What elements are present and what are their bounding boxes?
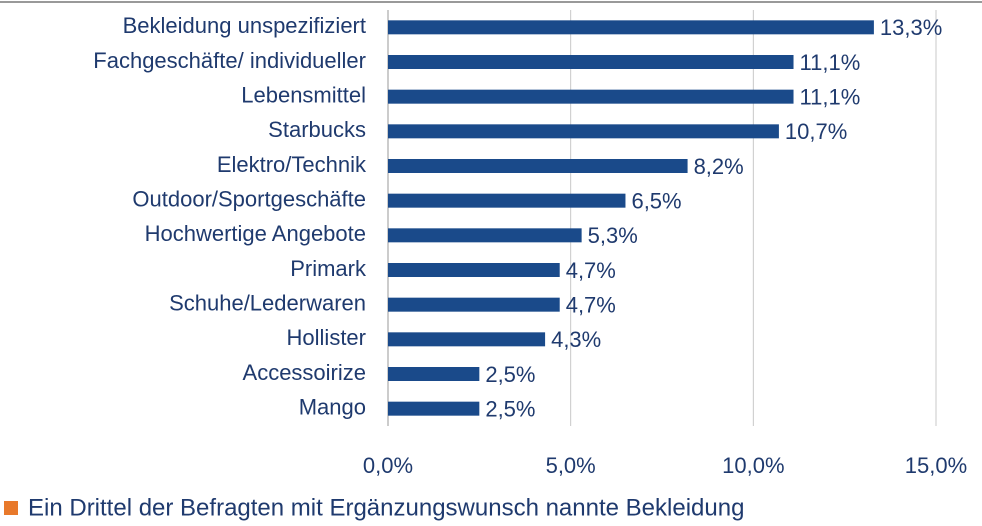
bar [388, 159, 688, 173]
y-tick-label: Fachgeschäfte/ individueller [93, 48, 366, 73]
value-label: 13,3% [880, 15, 942, 40]
x-tick-label: 5,0% [546, 453, 596, 478]
value-label: 4,7% [566, 258, 616, 283]
bar [388, 228, 582, 243]
y-tick-label: Hollister [287, 325, 366, 350]
value-label: 11,1% [800, 50, 861, 75]
y-tick-label: Bekleidung unspezifiziert [123, 13, 366, 38]
bar [388, 55, 794, 69]
y-tick-label: Mango [299, 394, 366, 419]
value-label: 4,3% [551, 327, 601, 352]
y-tick-label: Elektro/Technik [217, 152, 367, 177]
value-label: 4,7% [566, 292, 616, 317]
bullet [4, 501, 18, 515]
y-tick-label: Hochwertige Angebote [145, 221, 366, 246]
y-tick-label: Outdoor/Sportgeschäfte [132, 186, 366, 211]
bar [388, 263, 560, 277]
bar [388, 332, 546, 347]
annotation: Ein Drittel der Befragten mit Ergänzungs… [28, 494, 744, 521]
value-label: 10,7% [785, 119, 847, 144]
bar [388, 297, 560, 312]
value-label: 2,5% [485, 396, 535, 421]
y-tick-label: Accessoirize [243, 360, 366, 385]
y-tick-label: Primark [290, 256, 367, 281]
y-tick-label: Lebensmittel [241, 82, 366, 107]
bar [388, 20, 874, 35]
bar [388, 401, 480, 416]
y-tick-label: Starbucks [268, 117, 366, 142]
value-label: 5,3% [588, 223, 638, 248]
x-tick-label: 0,0% [363, 453, 413, 478]
bar [388, 193, 626, 208]
bar [388, 124, 779, 139]
value-label: 8,2% [694, 154, 744, 179]
bar [388, 89, 794, 104]
value-label: 11,1% [800, 84, 861, 109]
y-tick-label: Schuhe/Lederwaren [169, 290, 366, 315]
value-label: 2,5% [485, 362, 535, 387]
bar [388, 367, 480, 381]
x-tick-label: 10,0% [722, 453, 784, 478]
x-tick-label: 15,0% [905, 453, 967, 478]
value-label: 6,5% [631, 188, 681, 213]
